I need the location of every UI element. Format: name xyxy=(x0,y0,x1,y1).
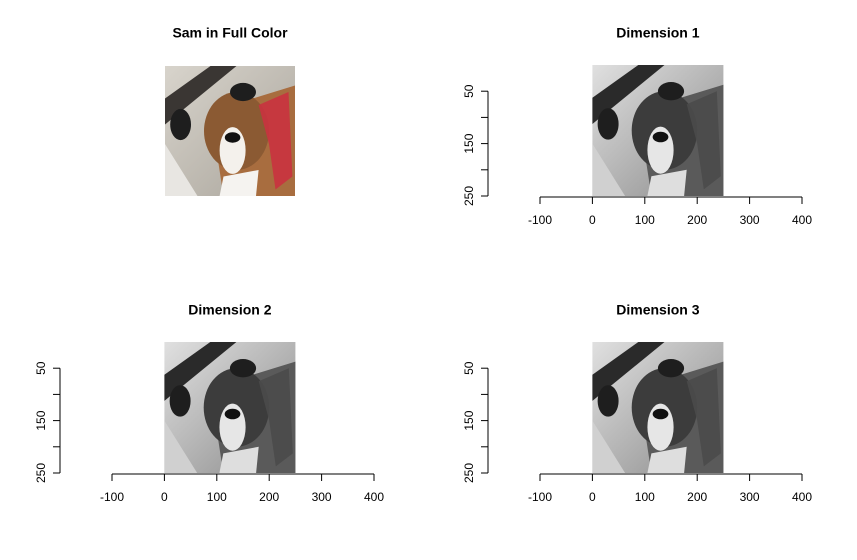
photo-chest xyxy=(219,170,259,196)
x-tick-label: 100 xyxy=(635,490,655,504)
y-tick-label: 250 xyxy=(462,186,476,206)
x-tick-label: 300 xyxy=(740,490,760,504)
x-tick-label: 400 xyxy=(792,490,812,504)
photo-ear xyxy=(169,385,191,417)
panel: Dimension 2 -100 0 100 200 300 400 50 150 250 xyxy=(34,302,384,504)
photo-wall xyxy=(165,144,198,196)
panel: Dimension 1 -100 0 100 200 300 400 50 150 250 xyxy=(462,25,812,227)
y-tick-label: 150 xyxy=(462,133,476,153)
photo-harness xyxy=(258,368,293,467)
x-tick-label: 100 xyxy=(207,490,227,504)
photo-chest xyxy=(219,446,259,473)
photo-shadow xyxy=(592,342,665,401)
photo-chest xyxy=(647,169,687,196)
panel-title: Dimension 1 xyxy=(616,25,699,41)
x-tick-label: 300 xyxy=(740,213,760,227)
photo-ear xyxy=(657,359,685,378)
x-tick-label: 0 xyxy=(161,490,168,504)
y-tick-label: 150 xyxy=(462,410,476,430)
x-tick-label: 400 xyxy=(364,490,384,504)
photo-wall xyxy=(592,420,626,473)
photo-nose xyxy=(652,131,669,143)
photo-ear xyxy=(597,385,619,417)
x-tick-label: -100 xyxy=(100,490,124,504)
x-tick-label: 200 xyxy=(687,213,707,227)
x-tick-label: 300 xyxy=(312,490,332,504)
x-tick-label: 200 xyxy=(687,490,707,504)
photo xyxy=(164,342,296,473)
photo-wall xyxy=(592,143,626,196)
x-tick-label: 100 xyxy=(635,213,655,227)
y-tick-label: 150 xyxy=(34,410,48,430)
y-tick-label: 50 xyxy=(462,84,476,98)
photo-harness xyxy=(258,92,293,190)
photo-shadow xyxy=(592,65,665,124)
panel: Dimension 3 -100 0 100 200 300 400 50 150 250 xyxy=(462,302,812,504)
photo xyxy=(592,342,724,473)
photo-chest xyxy=(647,446,687,473)
photo-wall xyxy=(164,420,198,473)
x-tick-label: 0 xyxy=(589,490,596,504)
photo-nose xyxy=(652,408,669,420)
photo xyxy=(592,65,724,196)
photo-harness xyxy=(686,91,721,190)
y-tick-label: 50 xyxy=(462,361,476,375)
panel-title: Dimension 3 xyxy=(616,302,699,318)
x-tick-label: -100 xyxy=(528,213,552,227)
x-tick-label: -100 xyxy=(528,490,552,504)
photo-ear xyxy=(230,82,256,102)
panel-title: Dimension 2 xyxy=(188,302,271,318)
x-tick-label: 400 xyxy=(792,213,812,227)
panel: Sam in Full Color xyxy=(165,25,295,196)
photo-ear xyxy=(597,108,619,140)
photo-harness xyxy=(686,368,721,467)
x-tick-label: 200 xyxy=(259,490,279,504)
panel-title: Sam in Full Color xyxy=(172,25,288,41)
y-tick-label: 50 xyxy=(34,361,48,375)
photo-ear xyxy=(170,108,192,141)
photo-nose xyxy=(224,132,241,143)
photo-ear xyxy=(657,82,685,101)
y-tick-label: 250 xyxy=(462,463,476,483)
y-tick-label: 250 xyxy=(34,463,48,483)
x-tick-label: 0 xyxy=(589,213,596,227)
photo xyxy=(165,66,295,196)
photo-nose xyxy=(224,408,241,420)
photo-ear xyxy=(229,359,257,378)
